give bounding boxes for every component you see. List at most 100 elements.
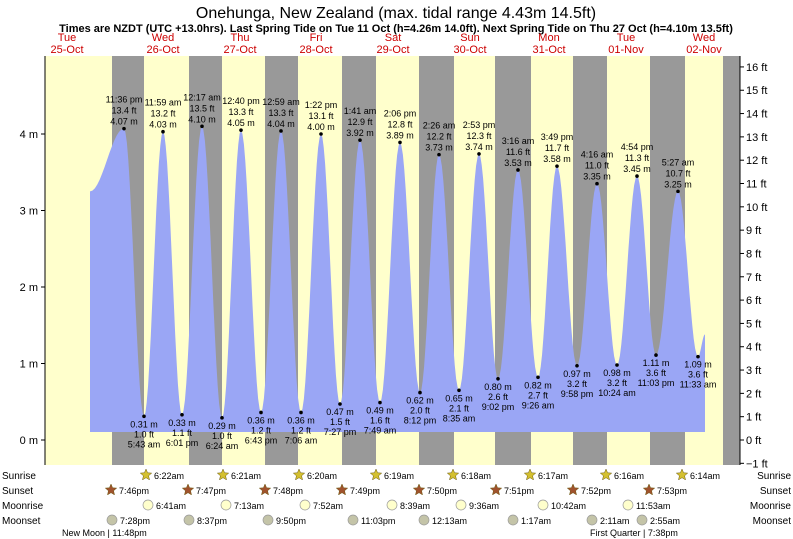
high-tide-ft: 13.3 ft <box>228 107 254 117</box>
sunrise-time: 6:16am <box>614 471 644 481</box>
sunrise-time: 6:22am <box>154 471 184 481</box>
moonset-icon <box>418 514 430 526</box>
moonrise-icon <box>386 499 398 511</box>
low-tide-m: 0.29 m <box>208 421 236 431</box>
low-tide-point <box>496 377 500 381</box>
high-tide-point <box>398 140 402 145</box>
low-tide-time: 9:26 am <box>522 400 555 410</box>
high-tide-m: 4.05 m <box>227 118 255 128</box>
low-tide-time: 6:01 pm <box>166 438 199 448</box>
low-tide-point <box>696 354 700 359</box>
day-date: 01-Nov <box>608 44 644 56</box>
moonrise-icon <box>142 499 154 511</box>
high-tide-time: 1:22 pm <box>305 100 338 110</box>
y-tick-label-right: 3 ft <box>746 365 761 377</box>
y-tick-label-right: 5 ft <box>746 318 761 330</box>
low-tide-ft: 2.0 ft <box>410 406 431 416</box>
moonrise-icon <box>622 499 634 511</box>
low-tide-time: 5:43 am <box>128 439 161 449</box>
moonset-icon <box>262 514 274 526</box>
moonset-icon <box>347 514 359 526</box>
high-tide-time: 2:06 pm <box>384 108 417 118</box>
day-name: Sat <box>385 32 402 44</box>
high-tide-ft: 11.3 ft <box>625 153 650 163</box>
y-tick-label-right: 10 ft <box>746 202 767 214</box>
high-tide-point <box>200 124 204 129</box>
low-tide-m: 0.98 m <box>603 368 631 378</box>
y-tick-label-right: 8 ft <box>746 248 761 260</box>
moonrise-time: 11:53am <box>636 501 670 511</box>
sunset-icon <box>566 483 580 496</box>
moonrise-time: 10:42am <box>551 501 586 511</box>
low-tide-time: 11:33 am <box>680 380 717 390</box>
high-tide-point <box>319 132 323 136</box>
high-tide-point <box>595 181 599 186</box>
low-tide-point <box>299 410 303 415</box>
sunset-time: 7:52pm <box>581 486 611 496</box>
low-tide-time: 10:24 am <box>598 388 636 398</box>
moonrise-time: 6:41am <box>156 501 186 511</box>
low-tide-point <box>338 402 342 406</box>
high-tide-m: 4.07 m <box>110 117 138 127</box>
low-tide-time: 6:24 am <box>206 441 239 451</box>
high-tide-m: 3.25 m <box>664 179 692 189</box>
high-tide-time: 1:41 am <box>344 106 377 116</box>
moonset-time: 1:17am <box>521 516 551 526</box>
y-tick-label-left: 1 m <box>20 359 38 371</box>
axis-strip <box>723 56 740 465</box>
low-tide-m: 0.80 m <box>484 382 512 392</box>
high-tide-point <box>555 164 559 168</box>
high-tide-m: 4.03 m <box>149 120 177 130</box>
low-tide-ft: 3.2 ft <box>607 378 628 388</box>
y-tick-label-right: 6 ft <box>746 295 761 307</box>
day-date: 25-Oct <box>50 44 83 56</box>
day-date: 26-Oct <box>146 44 179 56</box>
sunrise-time: 6:14am <box>690 471 720 481</box>
sunrise-time: 6:20am <box>307 471 337 481</box>
day-name: Tue <box>58 32 77 44</box>
day-name: Sun <box>460 32 480 44</box>
low-tide-point <box>220 416 224 420</box>
high-tide-ft: 12.3 ft <box>466 131 492 141</box>
sunset-time: 7:53pm <box>657 486 687 496</box>
astronomy-table: Sunrise Sunrise Sunset Sunset Moonrise Moonri… <box>2 468 791 538</box>
day-name: Wed <box>152 32 174 44</box>
sunset-time: 7:48pm <box>273 486 303 496</box>
low-tide-ft: 1.2 ft <box>251 425 272 435</box>
day-name: Fri <box>310 32 323 44</box>
high-tide-time: 12:17 am <box>183 92 221 102</box>
low-tide-ft: 3.6 ft <box>688 370 709 380</box>
moon-phase-label: New Moon | 11:48pm <box>62 528 147 538</box>
astro-row-label-left: Moonset <box>2 516 41 527</box>
moonrise-time: 9:36am <box>469 501 499 511</box>
low-tide-time: 7:49 am <box>364 426 397 436</box>
low-tide-ft: 2.1 ft <box>449 403 470 413</box>
y-tick-label-left: 0 m <box>20 435 38 447</box>
low-tide-point <box>378 400 382 405</box>
low-tide-time: 8:35 am <box>443 413 476 423</box>
high-tide-m: 3.92 m <box>346 128 374 138</box>
low-tide-ft: 1.0 ft <box>134 429 155 439</box>
low-tide-ft: 1.0 ft <box>212 431 233 441</box>
high-tide-point <box>161 129 165 134</box>
sunset-icon <box>412 483 426 496</box>
y-tick-label-right: 7 ft <box>746 272 761 284</box>
sunrise-icon <box>599 468 613 481</box>
moonrise-time: 7:52am <box>313 501 343 511</box>
high-tide-ft: 12.2 ft <box>426 132 452 142</box>
y-tick-label-left: 3 m <box>20 206 38 218</box>
high-tide-time: 12:59 am <box>262 97 300 107</box>
sunrise-icon <box>675 468 689 481</box>
low-tide-m: 0.36 m <box>247 415 275 425</box>
y-axis-left: 0 m 1 m 2 m 3 m 4 m <box>20 56 46 465</box>
y-tick-label-right: 13 ft <box>746 132 767 144</box>
low-tide-m: 0.36 m <box>287 415 315 425</box>
low-tide-m: 0.47 m <box>326 407 354 417</box>
low-tide-m: 0.62 m <box>406 396 434 406</box>
sunrise-time: 6:19am <box>384 471 414 481</box>
y-tick-label-right: 11 ft <box>746 179 767 191</box>
low-tide-point <box>575 363 579 368</box>
sunset-icon <box>104 483 118 496</box>
moonset-time: 2:11am <box>600 516 629 526</box>
